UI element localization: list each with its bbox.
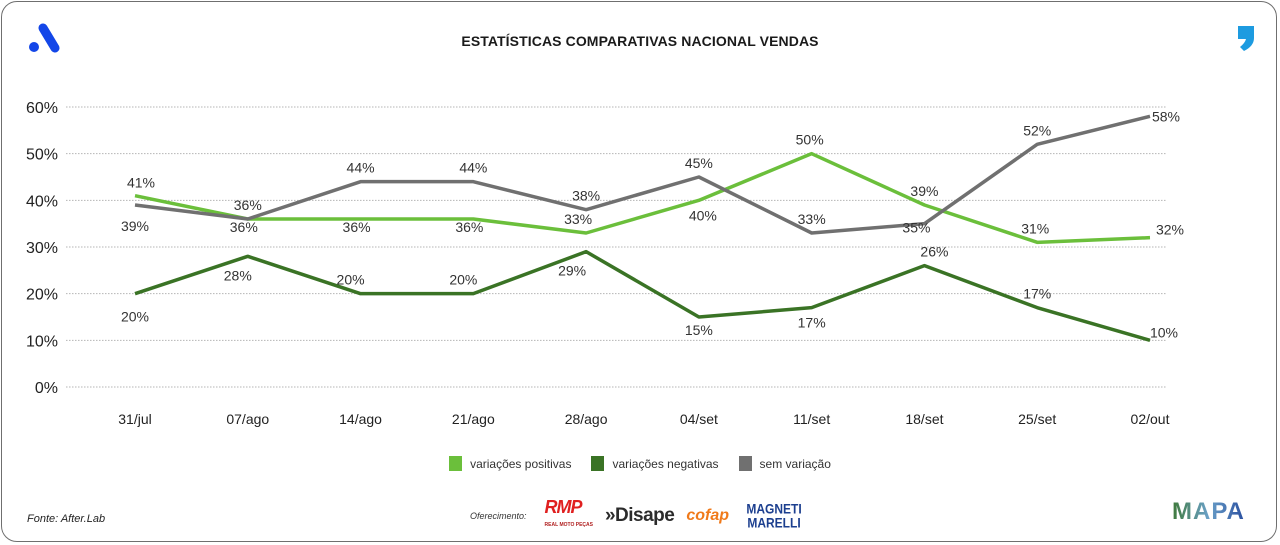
mapa-logo: MAPA [1172,498,1245,525]
data-label: 33% [798,211,826,227]
rmp-logo-subtitle: REAL MOTO PEÇAS [544,522,593,528]
y-tick-label: 40% [26,193,58,210]
x-tick-label: 25/set [1018,411,1056,427]
data-label: 36% [343,219,371,235]
data-label: 44% [459,160,487,176]
legend-swatch [591,456,605,471]
data-label: 31% [1021,220,1049,236]
rmp-logo: RMP REAL MOTO PEÇAS [545,498,593,534]
legend-label: variações positivas [470,456,572,471]
y-tick-label: 20% [26,287,58,304]
legend-label: variações negativas [612,456,719,471]
y-tick-label: 60% [26,100,58,117]
y-tick-label: 0% [35,380,58,397]
data-label: 45% [685,155,713,171]
source-note: Fonte: After.Lab [27,513,106,525]
legend-item: sem variação [738,456,831,471]
y-tick-label: 10% [26,333,58,350]
disape-logo: »Disape [604,505,675,526]
legend-label: sem variação [759,456,831,471]
x-tick-label: 04/set [680,411,718,427]
x-tick-label: 02/out [1131,411,1170,427]
data-label: 39% [910,183,938,199]
chart-title: ESTATÍSTICAS COMPARATIVAS NACIONAL VENDA… [461,33,819,49]
x-tick-label: 18/set [905,411,943,427]
data-label: 35% [902,220,930,236]
x-tick-label: 14/ago [339,411,382,427]
series-line-sem-variacao [134,114,1151,235]
data-label: 17% [1023,286,1051,302]
data-label: 15% [685,322,713,338]
data-label: 26% [920,244,948,260]
sponsor-label: Oferecimento: [470,511,527,521]
legend-item: variações negativas [591,456,719,471]
data-label: 20% [337,272,365,288]
data-label: 10% [1150,324,1178,340]
x-tick-label: 28/ago [565,411,608,427]
x-tick-label: 11/set [793,411,830,427]
data-label: 36% [230,219,258,235]
data-label: 17% [798,315,826,331]
data-label: 40% [689,207,717,223]
series-line-positivas [134,151,1151,245]
rmp-logo-text: RMP [544,497,583,517]
legend-item: variações positivas [449,456,571,471]
data-label: 58% [1152,108,1180,124]
data-label: 38% [572,188,600,204]
comma-logo-icon [1238,26,1254,51]
a-logo-icon [29,23,60,53]
x-tick-label: 21/ago [452,411,495,427]
x-tick-label: 31/jul [118,411,151,427]
data-label: 28% [224,267,252,283]
sponsors-bar: Oferecimento: RMP REAL MOTO PEÇAS »Disape… [470,498,807,534]
data-label: 39% [121,218,149,234]
data-label: 50% [796,132,824,148]
legend-swatch [449,456,463,471]
data-label: 32% [1156,222,1184,238]
data-label: 33% [564,211,592,227]
y-tick-label: 30% [26,240,58,257]
cofap-logo: cofap [686,507,730,524]
data-label: 29% [558,263,586,279]
x-tick-label: 07/ago [226,411,269,427]
y-tick-label: 50% [26,147,58,164]
data-label: 44% [347,160,375,176]
chart-legend: variações positivas variações negativas se… [0,456,1280,471]
legend-swatch [738,456,752,471]
data-label: 20% [121,309,149,325]
magneti-marelli-logo: MAGNETI MARELLI [746,501,802,531]
series-line-negativas [134,249,1151,343]
data-label: 41% [127,175,155,191]
data-label: 20% [449,272,477,288]
data-label: 36% [234,197,262,213]
data-label: 52% [1023,122,1051,138]
data-label: 36% [455,219,483,235]
